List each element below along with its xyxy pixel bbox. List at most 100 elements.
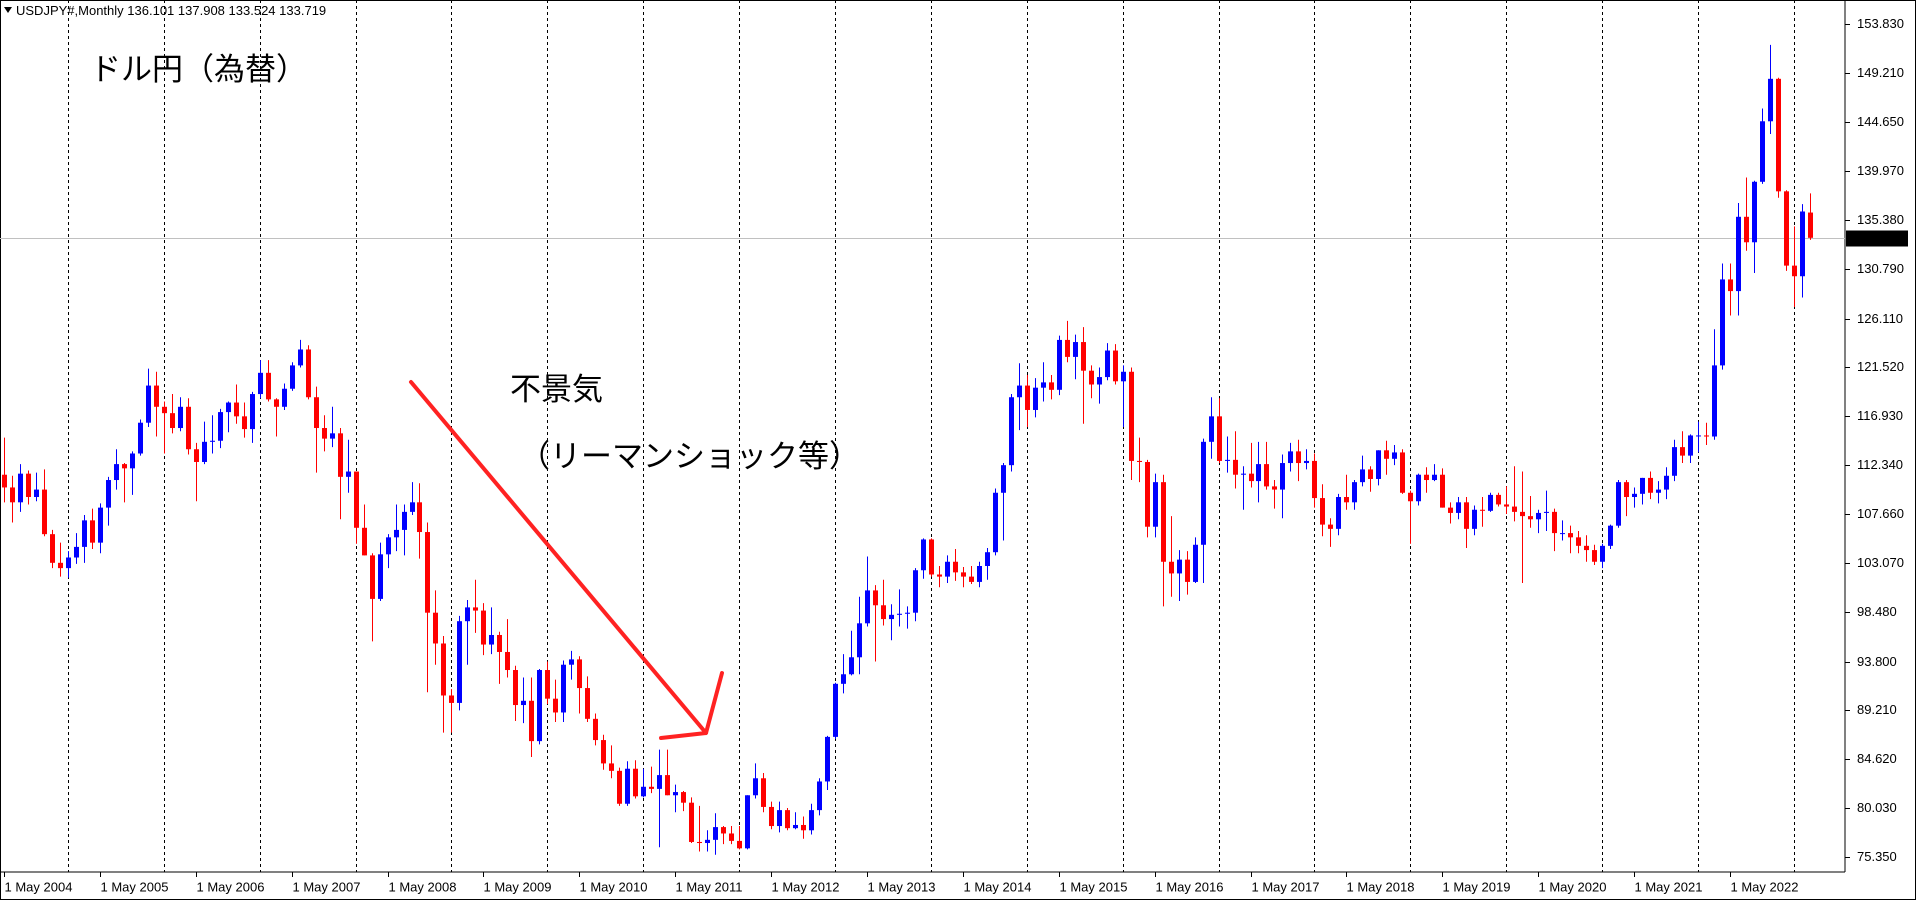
- candle-body: [1241, 473, 1246, 475]
- candle-body: [729, 833, 734, 841]
- x-tick-label: 1 May 2012: [772, 879, 840, 894]
- candle-body: [953, 561, 958, 573]
- candle-body: [82, 520, 87, 547]
- candle-body: [226, 402, 231, 413]
- candle-body: [1776, 78, 1781, 192]
- candle-body: [2, 474, 7, 488]
- x-tick-label: 1 May 2008: [389, 879, 457, 894]
- candle-body: [1408, 492, 1413, 502]
- x-tick-label: 1 May 2020: [1539, 879, 1607, 894]
- x-tick-label: 1 May 2021: [1635, 879, 1703, 894]
- candle-body: [258, 372, 263, 395]
- candle-body: [569, 659, 574, 665]
- candle-body: [1217, 416, 1222, 461]
- candle-body: [10, 487, 15, 503]
- candle-body: [881, 605, 886, 620]
- candle-body: [417, 502, 422, 533]
- x-tick-label: 1 May 2015: [1060, 879, 1128, 894]
- candle-body: [1089, 370, 1094, 385]
- candle-body: [705, 839, 710, 844]
- candles: [2, 44, 1813, 855]
- candle-body: [146, 385, 151, 423]
- candle-body: [817, 781, 822, 811]
- candle-body: [481, 610, 486, 645]
- candle-body: [865, 590, 870, 624]
- candle-body: [561, 664, 566, 713]
- candle-body: [1280, 463, 1285, 490]
- header-open: 136.101: [127, 3, 174, 18]
- candle-body: [1480, 509, 1485, 511]
- x-tick-label: 1 May 2014: [964, 879, 1032, 894]
- candle-body: [1760, 121, 1765, 182]
- candle-body: [1552, 511, 1557, 534]
- candle-body: [1328, 524, 1333, 529]
- candle-body: [1344, 497, 1349, 503]
- candle-body: [601, 740, 606, 764]
- candle-body: [18, 473, 23, 503]
- candle-body: [202, 441, 207, 462]
- candle-body: [98, 507, 103, 543]
- candle-body: [969, 576, 974, 582]
- candle-body: [266, 372, 271, 400]
- candle-body: [1304, 460, 1309, 464]
- candle-body: [1432, 474, 1437, 481]
- candle-body: [410, 502, 415, 512]
- candle-body: [1065, 339, 1070, 357]
- candle-body: [641, 786, 646, 797]
- candle-body: [545, 670, 550, 699]
- x-tick-label: 1 May 2004: [5, 879, 73, 894]
- candle-body: [394, 529, 399, 538]
- candle-body: [913, 570, 918, 613]
- candle-body: [697, 841, 702, 844]
- candle-body: [1560, 533, 1565, 535]
- candle-body: [386, 537, 391, 555]
- candle-body: [1209, 416, 1214, 442]
- candle-body: [1145, 461, 1150, 527]
- candle-body: [194, 449, 199, 462]
- candle-body: [537, 670, 542, 742]
- candle-body: [1057, 339, 1062, 390]
- candle-body: [873, 590, 878, 606]
- candle-body: [130, 453, 135, 469]
- candle-body: [473, 607, 478, 611]
- chart-title: USDJPY#,Monthly: [16, 3, 124, 18]
- candle-body: [162, 406, 167, 414]
- candle-body: [1568, 533, 1573, 538]
- candle-body: [338, 433, 343, 477]
- candle-body: [769, 806, 774, 827]
- candle-body: [106, 480, 111, 508]
- candle-body: [170, 413, 175, 429]
- candle-body: [186, 406, 191, 450]
- arrow-shaft: [409, 380, 708, 735]
- candle-body: [689, 802, 694, 842]
- candle-body: [1312, 460, 1317, 499]
- candle-body: [937, 574, 942, 577]
- candle-body: [897, 613, 902, 615]
- candle-body: [465, 607, 470, 622]
- candle-body: [1440, 474, 1445, 508]
- candle-body: [218, 412, 223, 441]
- candle-body: [625, 768, 630, 804]
- candle-body: [1768, 78, 1773, 122]
- candle-body: [1249, 473, 1254, 482]
- candle-body: [1504, 504, 1509, 507]
- candle-body: [1256, 464, 1261, 482]
- candle-body: [1264, 464, 1269, 487]
- candle-body: [274, 399, 279, 407]
- candle-body: [1177, 559, 1182, 574]
- candle-body: [737, 840, 742, 849]
- candle-body: [290, 365, 295, 389]
- candle-body: [849, 657, 854, 675]
- candle-body: [1736, 216, 1741, 292]
- candle-body: [665, 775, 670, 796]
- candle-body: [378, 554, 383, 599]
- candle-body: [1800, 211, 1805, 277]
- candle-body: [753, 778, 758, 796]
- candle-body: [1225, 459, 1230, 461]
- candle-body: [833, 683, 838, 737]
- candle-body: [1001, 465, 1006, 493]
- candle-body: [1528, 516, 1533, 520]
- candle-body: [1664, 475, 1669, 490]
- candle-body: [210, 440, 215, 442]
